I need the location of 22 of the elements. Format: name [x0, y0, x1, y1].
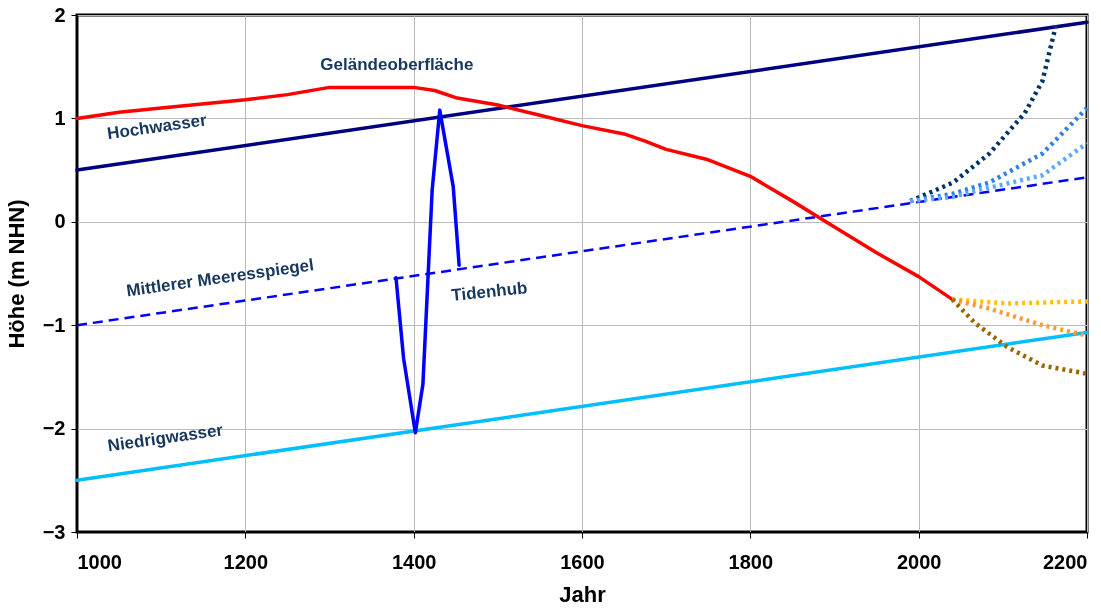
line-series: [908, 140, 1090, 204]
text: Tidenhub: [450, 278, 529, 306]
x-tick-label: 1400: [391, 550, 437, 573]
y-tick-label: −2: [42, 417, 66, 440]
y-tick-label: 0: [54, 210, 66, 233]
series-label: Geländeoberfläche: [320, 54, 474, 74]
y-tick-label: −1: [42, 313, 66, 336]
x-tick-label: 1800: [728, 550, 774, 573]
x-tick-label: 2200: [1043, 550, 1088, 573]
y-tick-label: 1: [54, 106, 66, 129]
line-series: [75, 85, 955, 302]
y-axis-title: Höhe (m NHN): [3, 199, 29, 349]
text: Hochwasser: [105, 110, 209, 144]
y-tick-label: −3: [42, 520, 66, 543]
x-tick-label: 1600: [560, 550, 605, 573]
x-axis-title: Jahr: [559, 581, 607, 607]
text: Mittlerer Meeresspiegel: [125, 255, 315, 301]
x-tick-label: 2000: [896, 550, 942, 573]
text: Niedrigwasser: [106, 420, 225, 456]
x-tick-label: 1000: [77, 550, 122, 573]
y-tick-label: 2: [54, 3, 66, 26]
x-tick-label: 1200: [223, 550, 269, 573]
